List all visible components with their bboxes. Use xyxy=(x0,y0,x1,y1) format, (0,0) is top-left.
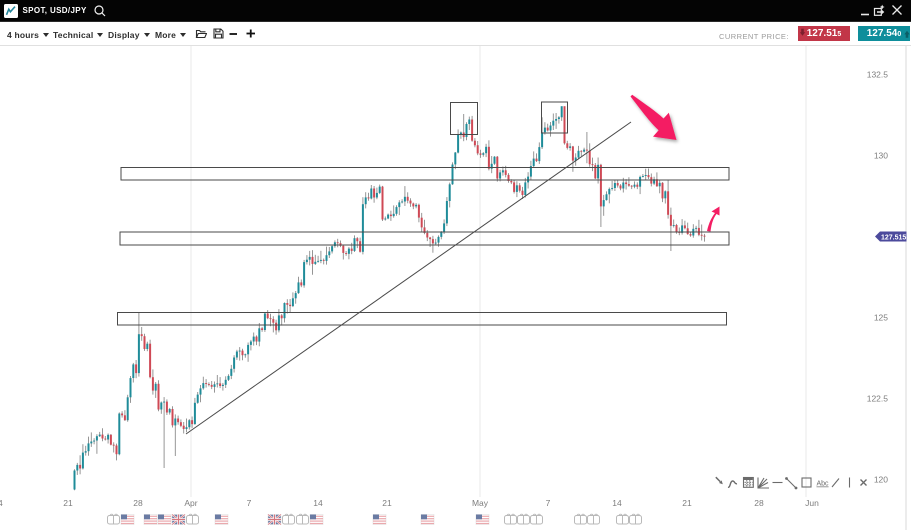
svg-text:Jun: Jun xyxy=(805,498,819,508)
svg-text:7: 7 xyxy=(247,498,252,508)
svg-text:21: 21 xyxy=(682,498,692,508)
svg-text:125: 125 xyxy=(874,313,888,323)
svg-text:127.515: 127.515 xyxy=(881,234,906,241)
svg-text:120: 120 xyxy=(874,475,888,485)
svg-text:132.5: 132.5 xyxy=(867,70,889,80)
svg-text:14: 14 xyxy=(612,498,622,508)
svg-text:14: 14 xyxy=(313,498,323,508)
svg-text:21: 21 xyxy=(63,498,73,508)
svg-text:Apr: Apr xyxy=(184,498,197,508)
svg-text:14: 14 xyxy=(0,498,3,508)
svg-text:122.5: 122.5 xyxy=(867,394,889,404)
svg-text:Abc: Abc xyxy=(817,481,830,488)
svg-text:May: May xyxy=(472,498,489,508)
svg-text:130: 130 xyxy=(874,151,888,161)
svg-text:7: 7 xyxy=(546,498,551,508)
svg-text:21: 21 xyxy=(382,498,392,508)
svg-text:28: 28 xyxy=(133,498,143,508)
svg-text:28: 28 xyxy=(754,498,764,508)
